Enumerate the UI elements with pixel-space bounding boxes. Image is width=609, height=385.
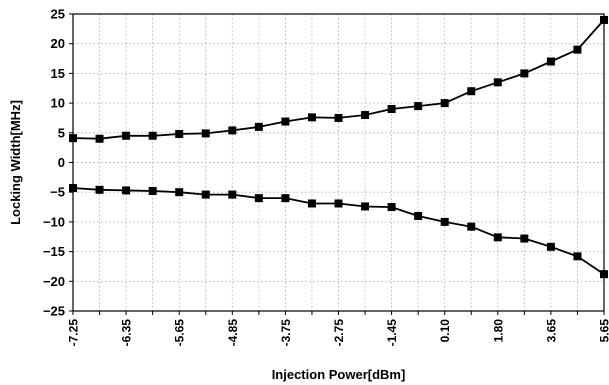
x-tick-label: -5.65 [173, 319, 187, 347]
data-point [546, 242, 555, 251]
x-tick-label: -6.35 [120, 319, 134, 347]
data-point [600, 15, 608, 24]
x-tick-label: 0.10 [438, 319, 452, 343]
y-tick-label: 25 [51, 7, 65, 22]
data-point [307, 199, 316, 208]
data-point [228, 126, 237, 135]
data-point [573, 252, 582, 261]
data-point [361, 202, 370, 211]
data-point [69, 134, 77, 143]
data-point [254, 194, 263, 203]
data-point [201, 129, 210, 138]
y-tick-label: 15 [51, 66, 65, 81]
x-tick-label: 5.65 [598, 319, 609, 343]
data-point [387, 203, 396, 212]
data-point [175, 129, 184, 138]
data-point [414, 102, 423, 111]
data-point [201, 190, 210, 199]
y-tick-label: 5 [58, 125, 65, 140]
y-tick-label: −25 [43, 304, 65, 319]
data-point [440, 217, 449, 226]
y-tick-label: 0 [58, 155, 65, 170]
data-point [546, 57, 555, 66]
data-point [122, 131, 131, 140]
data-point [387, 105, 396, 114]
data-point [122, 186, 131, 195]
x-axis-ticks: -7.25 -6.35 -5.65 -4.85 -3.75 -2.75 -1.45 0.10 1… [67, 311, 609, 346]
data-point [281, 117, 290, 126]
x-tick-label: -4.85 [226, 319, 240, 347]
y-tick-label: 10 [51, 96, 65, 111]
x-tick-label: 1.80 [491, 319, 505, 343]
data-point [520, 69, 529, 78]
data-point [95, 185, 104, 194]
grid [73, 14, 604, 311]
y-tick-label: 20 [51, 36, 65, 51]
y-tick-label: −15 [43, 244, 65, 259]
data-point [307, 113, 316, 122]
data-point [493, 78, 502, 87]
data-point [95, 134, 104, 143]
data-point [254, 122, 263, 131]
data-point [148, 187, 157, 196]
x-axis-label: Injection Power[dBm] [272, 367, 406, 382]
data-point [414, 211, 423, 220]
data-point [467, 87, 476, 96]
x-tick-label: -2.75 [332, 319, 346, 347]
data-point [573, 45, 582, 54]
data-point [493, 233, 502, 242]
x-tick-label: 3.65 [544, 319, 558, 343]
series-2 [69, 184, 608, 279]
y-axis-label: Locking Width[MHz] [8, 100, 23, 225]
x-tick-label: -1.45 [385, 319, 399, 347]
y-tick-label: −10 [43, 214, 65, 229]
data-point [69, 184, 77, 193]
data-point [281, 194, 290, 203]
data-point [334, 113, 343, 122]
data-point [148, 131, 157, 140]
data-point [467, 222, 476, 231]
data-point [361, 110, 370, 119]
series-1 [69, 15, 608, 143]
data-point [228, 190, 237, 199]
y-axis-ticks: 25 20 15 10 5 0 −5 −10 −15 −20 −25 [43, 7, 73, 319]
data-point [600, 270, 608, 279]
series-group [69, 15, 608, 279]
data-point [175, 188, 184, 197]
data-point [334, 199, 343, 208]
x-tick-label: -7.25 [67, 319, 81, 347]
data-point [440, 99, 449, 108]
y-tick-label: −20 [43, 274, 65, 289]
x-tick-label: -3.75 [279, 319, 293, 347]
data-point [520, 234, 529, 243]
y-tick-label: −5 [50, 185, 65, 200]
